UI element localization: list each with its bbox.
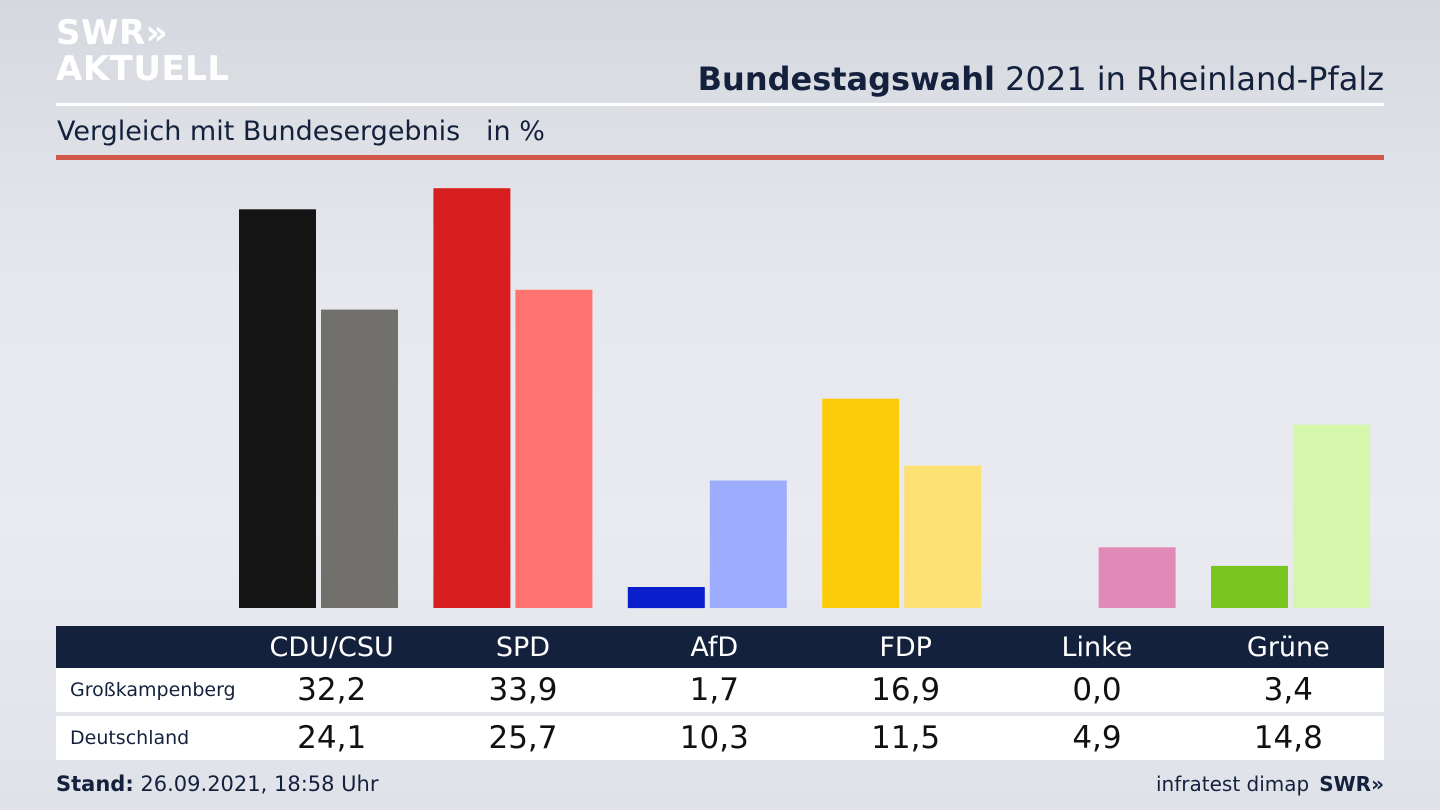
bar-afd-local [627, 587, 705, 609]
accent-divider [56, 155, 1384, 160]
bar-fdp-local [822, 398, 900, 608]
table-row: Deutschland 24,1 25,7 10,3 11,5 4,9 14,8 [56, 712, 1384, 760]
table-cell: 0,0 [1001, 668, 1193, 712]
table-cell: 11,5 [809, 712, 1002, 760]
bar-spd-national [515, 289, 593, 608]
swr-small-logo: SWR» [1319, 772, 1384, 796]
results-table: CDU/CSU SPD AfD FDP Linke Grüne Großkamp… [56, 626, 1384, 760]
bar-chart [239, 188, 1370, 609]
party-header: Grüne [1192, 626, 1384, 668]
bar-linke-national [1098, 547, 1176, 608]
logo-line-2: AKTUELL [56, 49, 230, 89]
row-label: Großkampenberg [56, 668, 236, 712]
bar-fdp-national [904, 465, 982, 608]
table-cell: 33,9 [427, 668, 619, 712]
bar-gr-ne-local [1211, 565, 1288, 608]
table-cell: 24,1 [236, 712, 428, 760]
bar-gr-ne-national [1293, 424, 1370, 608]
party-header: Linke [1001, 626, 1193, 668]
table-cell: 4,9 [1001, 712, 1193, 760]
title-bold: Bundestagswahl [697, 60, 995, 98]
timestamp: Stand: 26.09.2021, 18:58 Uhr [56, 772, 379, 796]
swr-aktuell-logo: SWR» AKTUELL [56, 16, 230, 86]
stand-value: 26.09.2021, 18:58 Uhr [133, 772, 379, 796]
table-cell: 3,4 [1192, 668, 1384, 712]
table-cell: 10,3 [618, 712, 810, 760]
party-header-row: CDU/CSU SPD AfD FDP Linke Grüne [56, 626, 1384, 668]
row-label: Deutschland [56, 712, 236, 760]
title-rest: 2021 in Rheinland-Pfalz [995, 60, 1384, 98]
logo-line-1: SWR» [56, 13, 169, 53]
party-header: FDP [809, 626, 1002, 668]
page-title: Bundestagswahl 2021 in Rheinland-Pfalz [698, 60, 1384, 98]
party-header: CDU/CSU [236, 626, 428, 668]
party-header: SPD [427, 626, 619, 668]
table-cell: 14,8 [1192, 712, 1384, 760]
bar-spd-local [433, 188, 511, 608]
table-cell: 32,2 [236, 668, 428, 712]
bar-cdu-csu-local [239, 209, 316, 609]
header-divider [56, 103, 1384, 106]
bar-cdu-csu-national [321, 309, 398, 608]
party-header: AfD [618, 626, 810, 668]
source-credit: infratest dimap SWR» [1156, 772, 1384, 796]
table-cell: 1,7 [618, 668, 810, 712]
chart-subtitle: Vergleich mit Bundesergebnis in % [57, 116, 545, 147]
table-row: Großkampenberg 32,2 33,9 1,7 16,9 0,0 3,… [56, 668, 1384, 712]
table-cell: 25,7 [427, 712, 619, 760]
stand-label: Stand: [56, 772, 134, 796]
source-text: infratest dimap [1156, 772, 1310, 796]
header-spacer [56, 626, 236, 668]
bar-afd-national [709, 480, 787, 608]
table-cell: 16,9 [809, 668, 1002, 712]
